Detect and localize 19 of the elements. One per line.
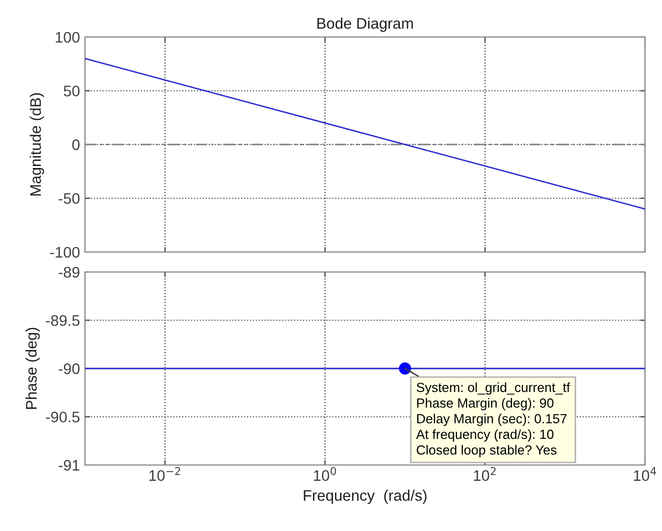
- y-tick-label: -100: [50, 246, 80, 258]
- x-tick-label: 10$^{−2}$: [149, 467, 180, 481]
- x-tick-label: 10$^{0}$: [314, 467, 336, 481]
- y-tick-label: 100: [56, 32, 80, 43]
- y-tick-label: -90: [58, 363, 80, 374]
- x-tick-label: 10$^{2}$: [474, 467, 496, 481]
- y-tick-label: 0: [72, 139, 80, 150]
- annotation: System: ol_grid_current_tf Phase Margin (deg): 90 Delay Margin (sec): 0.157 At frequency (rad/s): 10 Closed loop stable? Yes: [416, 382, 570, 458]
- x-tick-label: 10$^{4}$: [634, 467, 656, 481]
- y-tick-label: -50: [58, 193, 80, 204]
- y-axis-title: Magnitude (dB): [30, 93, 44, 196]
- y-axis-title: Phase (deg): [26, 328, 40, 409]
- chart-title: Bode Diagram: [317, 18, 413, 32]
- y-tick-label: -90.5: [46, 412, 80, 422]
- x-axis-title: Frequency (rad/s): [304, 490, 426, 504]
- y-tick-label: -89: [58, 266, 80, 278]
- y-tick-label: 50: [64, 86, 80, 96]
- y-tick-label: -91: [58, 460, 80, 471]
- y-tick-label: -89.5: [46, 315, 80, 326]
